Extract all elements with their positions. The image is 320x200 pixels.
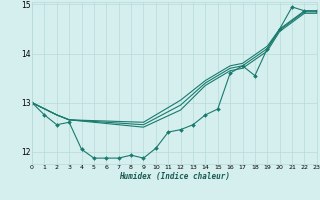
X-axis label: Humidex (Indice chaleur): Humidex (Indice chaleur) [119, 172, 230, 181]
